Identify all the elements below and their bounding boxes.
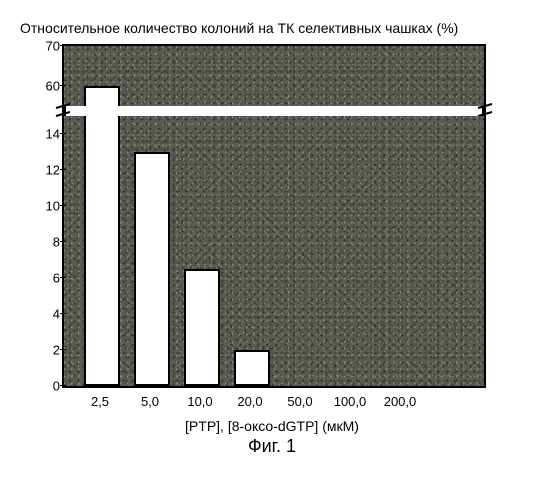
y-tick-label: 4 (30, 307, 60, 322)
x-tick-label: 100,0 (334, 394, 367, 409)
bars-upper (64, 46, 484, 106)
axis-break-gap (64, 106, 484, 116)
x-tick-label: 5,0 (141, 394, 159, 409)
y-tick-label: 8 (30, 235, 60, 250)
y-tick-label: 2 (30, 343, 60, 358)
y-axis-upper: 6070 (30, 46, 60, 106)
x-tick-label: 2,5 (91, 394, 109, 409)
y-tick-mark (60, 385, 66, 386)
figure-label: Фиг. 1 (62, 436, 482, 457)
x-tick-label: 20,0 (237, 394, 262, 409)
x-tick-label: 200,0 (384, 394, 417, 409)
y-tick-label: 70 (30, 39, 60, 54)
y-tick-mark (60, 313, 66, 314)
x-axis-title: [PTP], [8-оксо-dGTP] (мкМ) (62, 418, 482, 434)
y-tick-label: 60 (30, 79, 60, 94)
x-tick-label: 50,0 (287, 394, 312, 409)
bar (184, 269, 220, 386)
bar (84, 116, 120, 386)
chart-container: Относительное количество колоний на ТК с… (20, 20, 533, 457)
x-axis-labels: 2,5 5,0 10,0 20,0 50,0 100,0 200,0 (62, 394, 482, 414)
y-tick-mark (60, 45, 66, 46)
y-tick-mark (60, 349, 66, 350)
plot-area: 6070 02468101214 2,5 5,0 10,0 20,0 50,0 100,0… (62, 44, 482, 457)
y-tick-label: 12 (30, 163, 60, 178)
upper-segment: 6070 (64, 46, 484, 106)
bars-lower (64, 116, 484, 386)
y-tick-mark (60, 85, 66, 86)
bar (84, 86, 120, 106)
y-tick-label: 6 (30, 271, 60, 286)
bar (134, 152, 170, 386)
y-tick-label: 14 (30, 127, 60, 142)
y-tick-mark (60, 277, 66, 278)
lower-segment: 02468101214 (64, 116, 484, 386)
y-axis-lower: 02468101214 (30, 116, 60, 386)
chart-title: Относительное количество колоний на ТК с… (20, 20, 533, 36)
y-tick-label: 0 (30, 379, 60, 394)
y-tick-mark (60, 241, 66, 242)
bar (234, 350, 270, 386)
y-tick-mark (60, 133, 66, 134)
y-tick-label: 10 (30, 199, 60, 214)
y-tick-mark (60, 169, 66, 170)
y-tick-mark (60, 205, 66, 206)
chart-frame: 6070 02468101214 (62, 44, 486, 388)
x-tick-label: 10,0 (187, 394, 212, 409)
